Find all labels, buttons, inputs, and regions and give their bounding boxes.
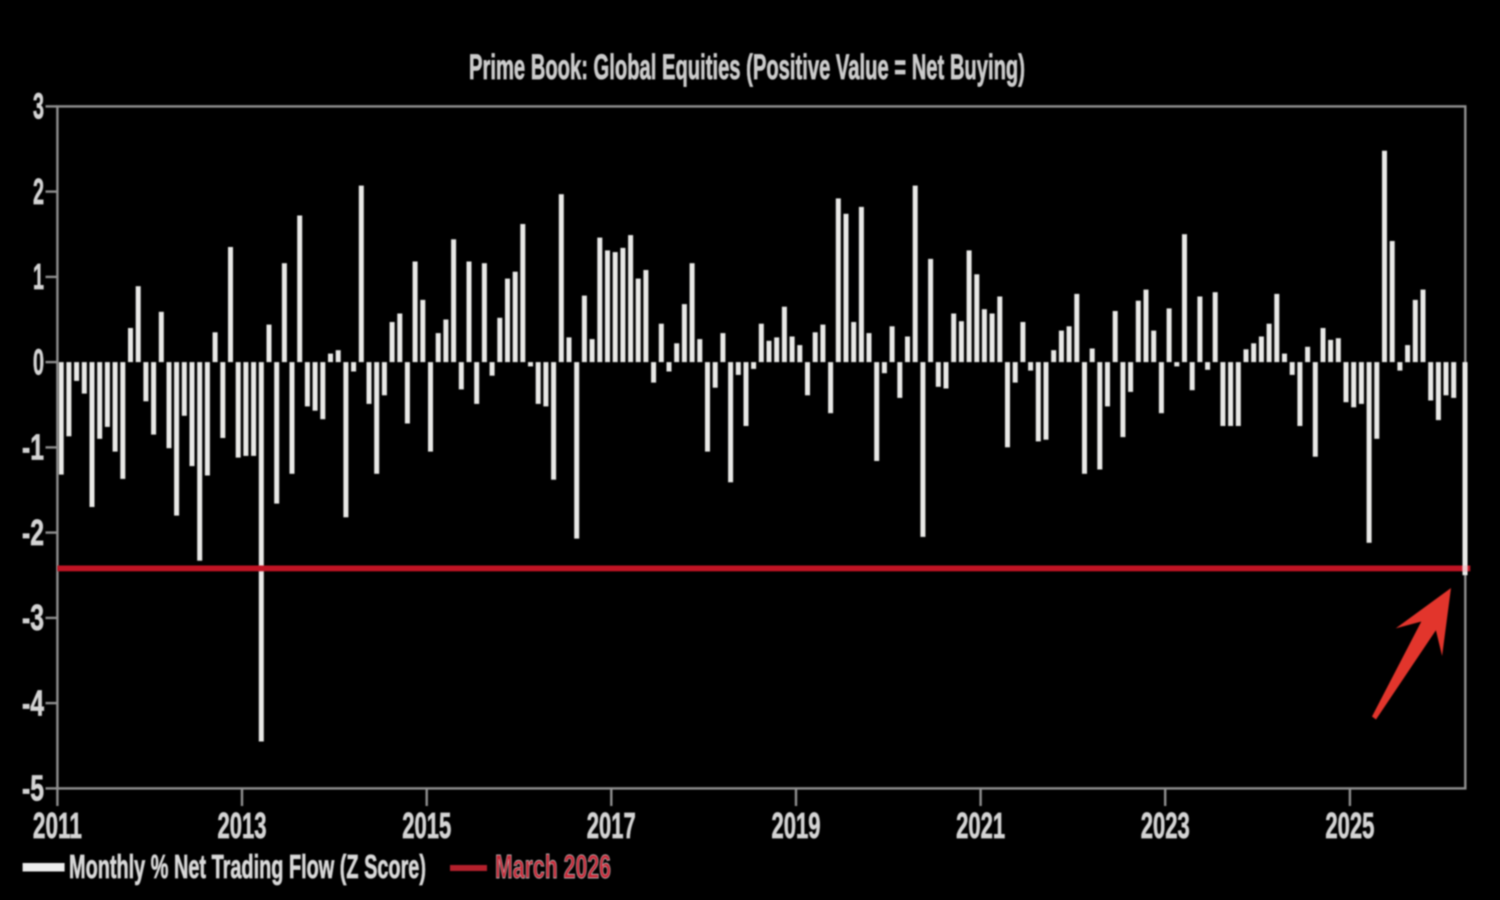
svg-text:2023: 2023 <box>1141 805 1190 846</box>
svg-text:-4: -4 <box>22 682 44 723</box>
svg-text:1: 1 <box>33 256 44 297</box>
svg-text:-3: -3 <box>22 597 44 638</box>
svg-text:2013: 2013 <box>218 805 267 846</box>
svg-text:Prime Book: Global Equities (P: Prime Book: Global Equities (Positive Va… <box>469 48 1025 87</box>
svg-text:3: 3 <box>33 86 44 127</box>
svg-text:0: 0 <box>33 341 44 382</box>
svg-text:2015: 2015 <box>402 805 451 846</box>
svg-text:2019: 2019 <box>772 805 821 846</box>
svg-text:March 2026: March 2026 <box>495 848 611 885</box>
svg-text:2025: 2025 <box>1325 805 1374 846</box>
svg-text:-2: -2 <box>22 512 44 553</box>
svg-text:2021: 2021 <box>956 805 1005 846</box>
svg-text:2: 2 <box>33 171 44 212</box>
svg-text:-1: -1 <box>22 427 44 468</box>
svg-text:Monthly % Net Trading Flow (Z: Monthly % Net Trading Flow (Z Score) <box>69 848 426 885</box>
svg-text:-5: -5 <box>22 768 44 809</box>
svg-text:2011: 2011 <box>33 805 82 846</box>
svg-text:2017: 2017 <box>587 805 636 846</box>
